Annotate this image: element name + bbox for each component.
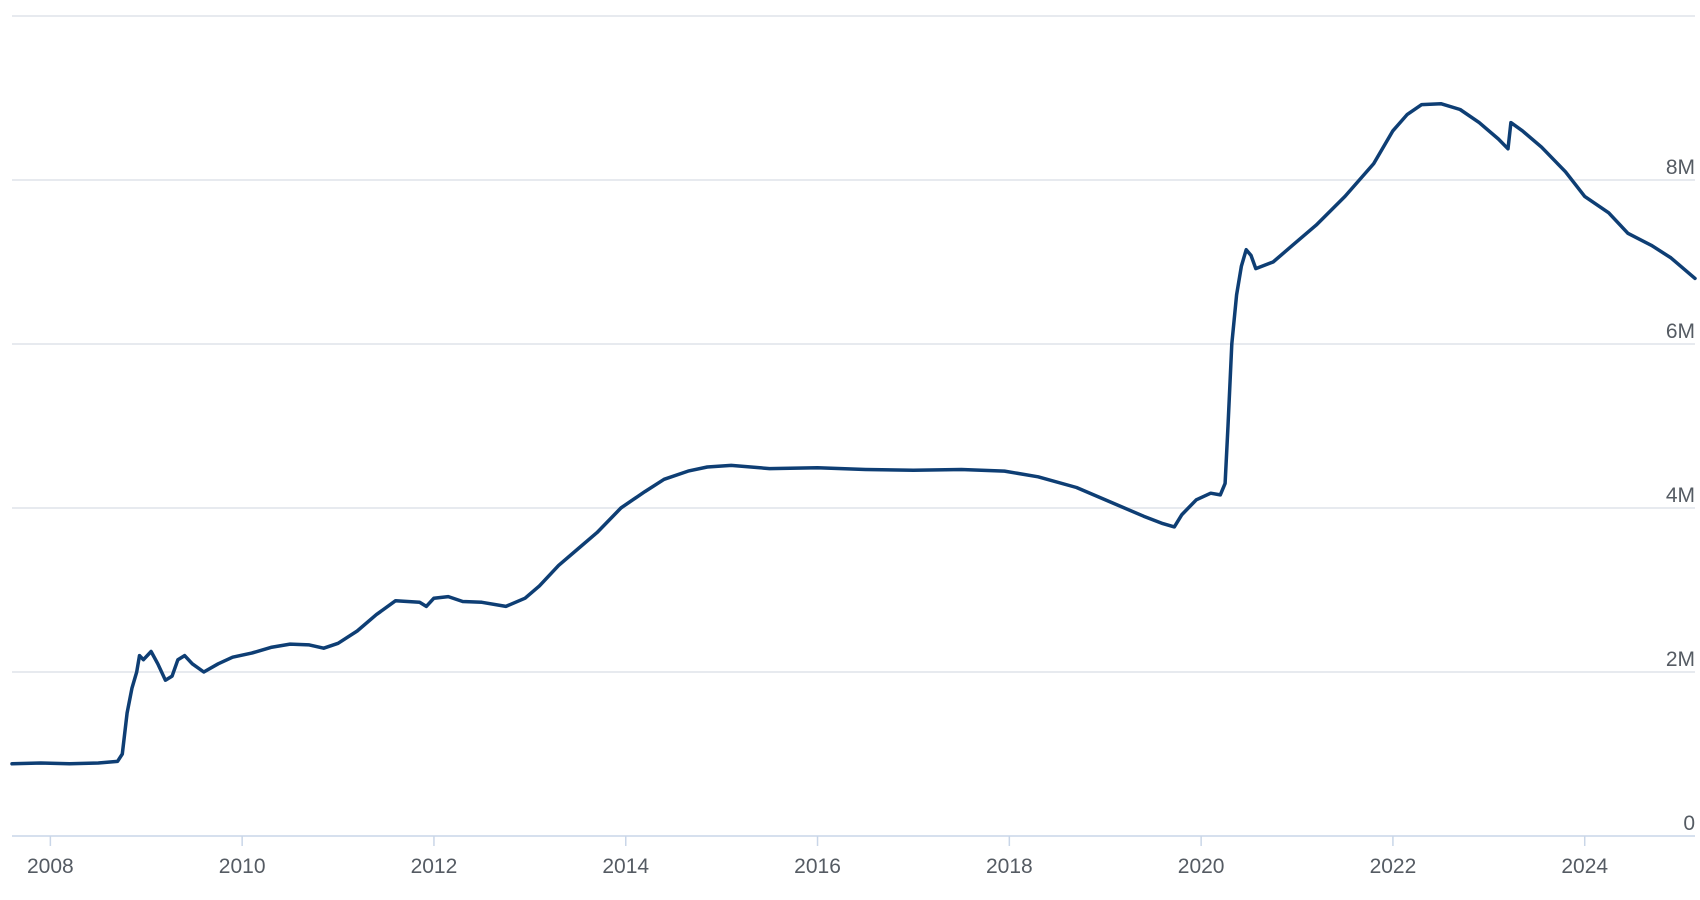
x-tick-label: 2020 — [1178, 855, 1225, 878]
x-tick-label: 2016 — [794, 855, 841, 878]
series-line — [10, 101, 1697, 766]
y-tick-label: 4M — [1666, 484, 1695, 507]
x-tick-label: 2008 — [27, 855, 74, 878]
y-axis-labels: 0 2M 4M 6M 8M — [1666, 156, 1695, 835]
y-tick-label: 6M — [1666, 320, 1695, 343]
x-tick-label: 2014 — [602, 855, 649, 878]
y-tick-label: 2M — [1666, 648, 1695, 671]
x-tick-label: 2022 — [1370, 855, 1417, 878]
x-tick-label: 2024 — [1561, 855, 1608, 878]
x-axis: 2008 2010 2012 2014 2016 2018 2020 2022 2024 — [12, 835, 1695, 878]
grid-lines — [12, 15, 1695, 673]
series-layer — [10, 101, 1697, 766]
x-tick-label: 2012 — [411, 855, 458, 878]
y-tick-label: 0 — [1683, 812, 1695, 835]
y-tick-label: 8M — [1666, 156, 1695, 179]
x-tick-label: 2010 — [219, 855, 266, 878]
x-tick-label: 2018 — [986, 855, 1033, 878]
